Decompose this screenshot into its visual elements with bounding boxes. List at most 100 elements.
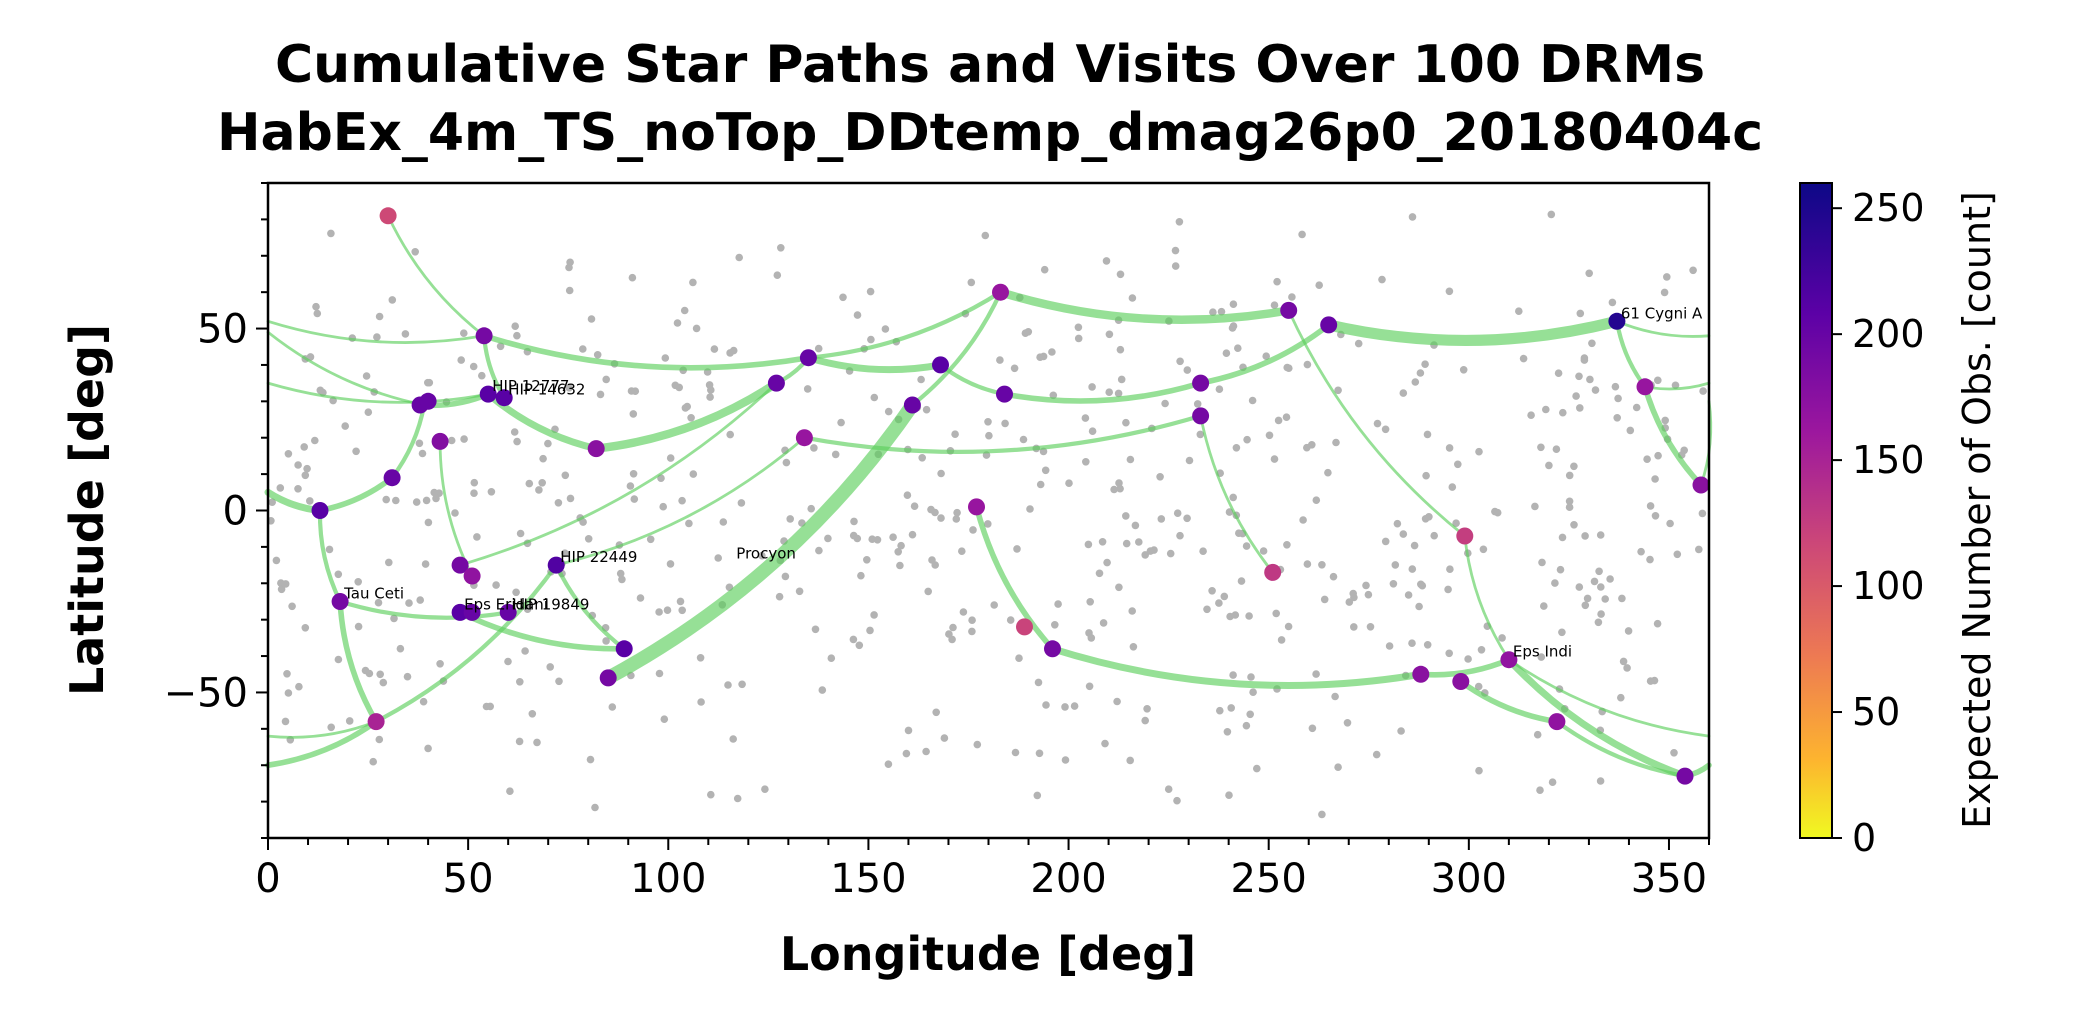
background-star (1234, 344, 1242, 353)
chart-title: Cumulative Star Paths and Visits Over 10… (275, 35, 1705, 95)
background-star (958, 547, 966, 555)
background-star (1036, 480, 1045, 489)
background-star (1215, 599, 1223, 607)
background-star (629, 410, 638, 418)
background-star (707, 790, 715, 799)
background-star (1082, 458, 1090, 466)
background-star (1556, 565, 1565, 574)
background-star (1088, 383, 1096, 391)
background-star (1105, 388, 1113, 397)
background-star (803, 385, 812, 393)
background-star (1666, 519, 1674, 528)
colorbar-tick-label: 200 (1852, 312, 1925, 356)
background-star (361, 666, 370, 675)
star-path (910, 290, 1003, 408)
background-star (870, 611, 878, 619)
background-star (1354, 339, 1363, 348)
background-star (1223, 728, 1232, 736)
background-star (1183, 366, 1192, 374)
background-star (281, 717, 290, 726)
background-star (1303, 443, 1311, 452)
background-star (1122, 418, 1130, 427)
background-star (447, 436, 456, 445)
background-star (294, 461, 302, 469)
background-star (1389, 580, 1398, 588)
background-star (1583, 594, 1592, 603)
star-path (266, 330, 426, 407)
background-star (1161, 399, 1169, 408)
background-star (516, 529, 525, 538)
background-star (952, 515, 961, 523)
background-star (1670, 749, 1678, 757)
background-star (1654, 376, 1662, 385)
background-star (1565, 471, 1574, 480)
target-star (431, 432, 449, 450)
plot-background (268, 183, 1709, 838)
star-paths (264, 214, 1713, 780)
x-tick-label: 150 (830, 856, 906, 902)
colorbar-tick-label: 250 (1852, 186, 1925, 230)
background-star (1011, 748, 1020, 757)
background-star (1135, 538, 1143, 546)
x-tick-label: 250 (1231, 856, 1307, 902)
background-star (1098, 538, 1107, 546)
background-star (1318, 810, 1326, 819)
background-star (1459, 366, 1468, 374)
star-label: Eps Eridani (464, 595, 548, 613)
y-axis: −50 0 50 (164, 182, 268, 839)
star-path (1458, 678, 1560, 725)
background-star (924, 587, 932, 596)
background-star (1232, 444, 1241, 452)
target-star (379, 207, 397, 225)
background-star (341, 422, 350, 430)
star-path (1199, 414, 1275, 574)
target-star (547, 556, 565, 574)
background-star (1350, 593, 1358, 602)
background-star (565, 286, 574, 295)
background-star (837, 418, 845, 427)
background-star (513, 331, 521, 340)
background-star (1128, 607, 1136, 615)
background-star (738, 680, 746, 689)
background-star (1515, 307, 1523, 316)
target-star (311, 502, 329, 519)
background-star (1141, 551, 1149, 559)
background-star (424, 518, 433, 527)
target-star (767, 374, 785, 392)
colorbar-gradient (1799, 182, 1833, 839)
background-star (867, 335, 875, 344)
y-tick-label: 0 (223, 489, 248, 535)
background-star (937, 469, 945, 478)
background-star (968, 627, 976, 636)
background-star (1126, 455, 1135, 464)
star-path (1642, 384, 1704, 488)
background-star (1588, 339, 1596, 348)
background-star (666, 560, 675, 568)
background-star (506, 787, 514, 795)
background-star (424, 378, 432, 387)
star-path (266, 720, 378, 739)
background-star (1035, 749, 1044, 758)
star-label: Procyon (736, 544, 796, 562)
target-star (463, 603, 481, 621)
background-star (369, 757, 378, 766)
background-star (1421, 360, 1429, 369)
star-path (1615, 319, 1711, 338)
background-star (636, 594, 645, 602)
background-star (1033, 791, 1042, 800)
background-star (392, 496, 400, 505)
target-star (587, 440, 605, 458)
background-star (327, 229, 335, 238)
background-star (689, 470, 698, 478)
background-star (1173, 509, 1182, 517)
background-star (1298, 230, 1306, 239)
star-path (1197, 322, 1332, 386)
background-star (396, 644, 405, 653)
star-path (1049, 645, 1425, 689)
background-star (897, 541, 905, 550)
star-path (554, 436, 806, 567)
background-star (1131, 521, 1140, 530)
chart-subtitle: HabEx_4m_TS_noTop_DDtemp_dmag26p0_201804… (217, 103, 1763, 163)
target-star (968, 498, 985, 516)
background-star (1643, 455, 1651, 464)
